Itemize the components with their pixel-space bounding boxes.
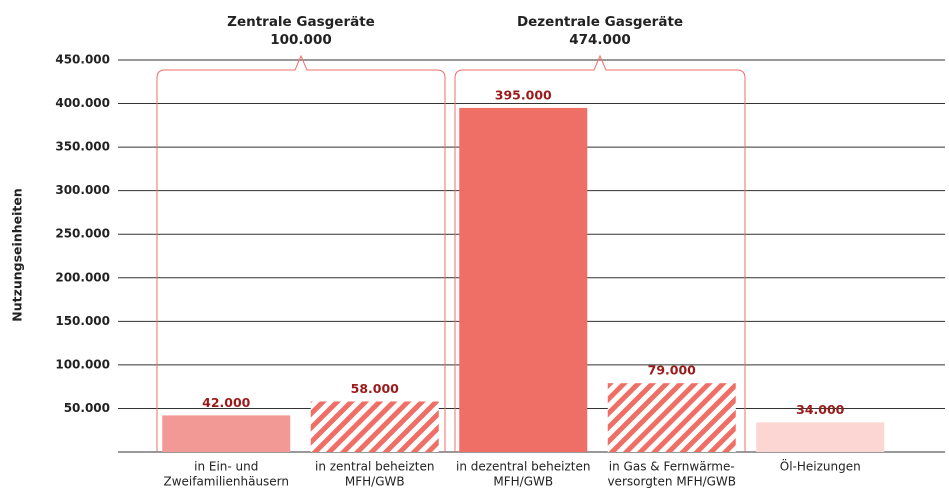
value-label: 34.000 (796, 402, 845, 417)
y-tick-label: 450.000 (55, 53, 110, 67)
x-tick-label: versorgten MFH/GWB (607, 475, 736, 489)
bar (459, 107, 588, 453)
y-tick-label: 350.000 (55, 140, 110, 154)
x-tick-label: Öl-Heizungen (780, 458, 861, 474)
bar (310, 401, 439, 452)
x-tick-label: MFH/GWB (345, 475, 405, 489)
y-tick-label: 250.000 (55, 227, 110, 241)
value-label: 42.000 (202, 395, 251, 410)
value-label: 395.000 (495, 87, 552, 102)
bar (756, 422, 885, 452)
x-tick-label: MFH/GWB (493, 475, 553, 489)
x-tick-label: in dezentral beheizten (456, 460, 591, 474)
y-tick-label: 50.000 (64, 401, 110, 415)
group-bracket (454, 54, 746, 452)
y-tick-label: 200.000 (55, 270, 110, 284)
value-label: 79.000 (648, 363, 697, 378)
y-tick-label: 400.000 (55, 96, 110, 110)
x-tick-label: in Ein- und (194, 460, 258, 474)
x-tick-label: in Gas & Fernwärme- (609, 460, 735, 474)
y-axis-label: Nutzungseinheiten (10, 188, 25, 321)
x-tick-label: in zentral beheizten (315, 460, 435, 474)
group-total: 100.000 (270, 32, 332, 48)
value-label: 58.000 (351, 381, 400, 396)
x-tick-label: Zweifamilienhäusern (163, 475, 289, 489)
y-tick-label: 100.000 (55, 357, 110, 371)
group-total: 474.000 (569, 32, 631, 48)
bar (607, 383, 736, 452)
y-tick-label: 150.000 (55, 314, 110, 328)
bar (162, 415, 291, 452)
group-title: Dezentrale Gasgeräte (517, 14, 683, 30)
group-title: Zentrale Gasgeräte (227, 14, 375, 30)
y-tick-label: 300.000 (55, 183, 110, 197)
group-bracket (156, 54, 446, 452)
